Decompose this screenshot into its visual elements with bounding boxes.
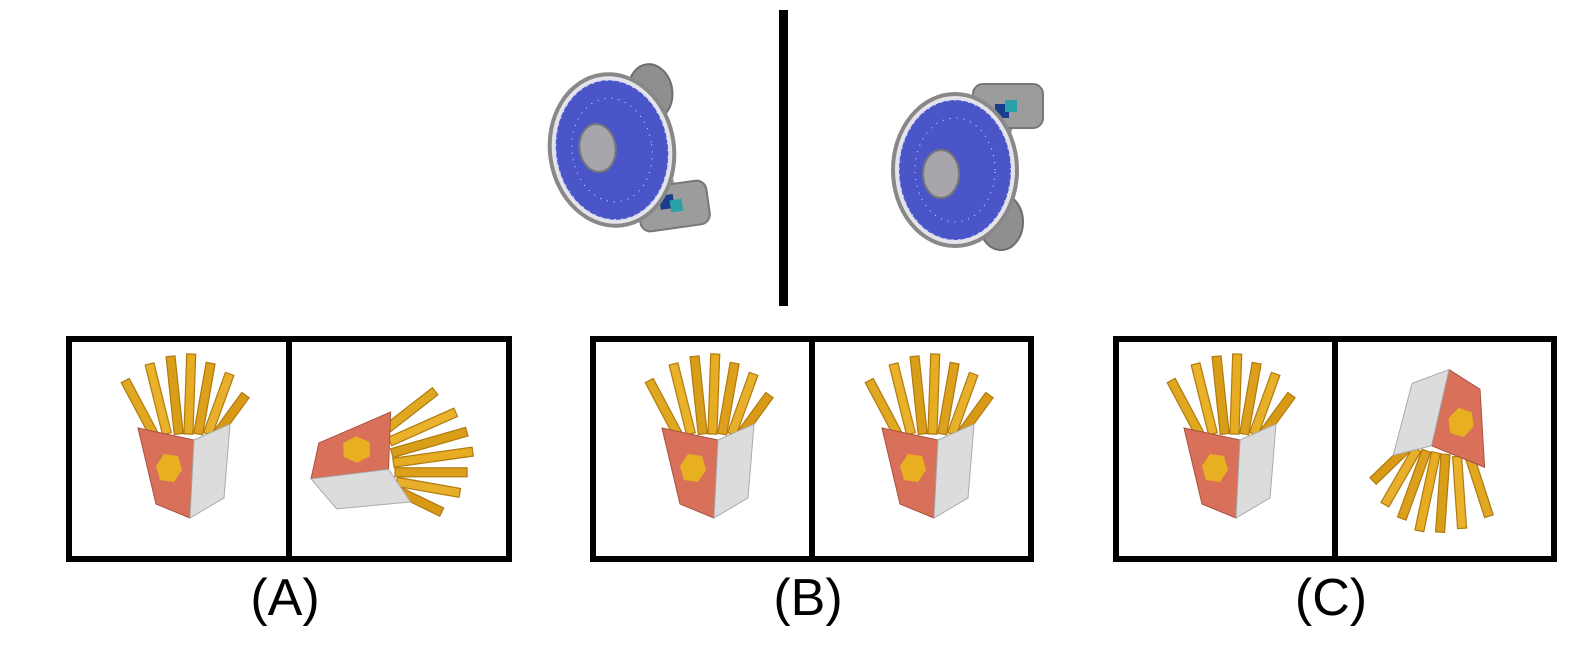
option-b-label: (B) — [773, 569, 843, 627]
option-a[interactable] — [66, 336, 512, 562]
desk-fan-icon — [537, 56, 714, 246]
reference-pair — [537, 10, 1045, 306]
center-divider — [779, 10, 788, 306]
option-a-label: (A) — [250, 569, 320, 627]
option-b[interactable] — [590, 336, 1034, 562]
option-c-label: (C) — [1294, 569, 1368, 627]
option-c[interactable] — [1113, 336, 1557, 562]
desk-fan-rotated-icon — [891, 82, 1045, 252]
